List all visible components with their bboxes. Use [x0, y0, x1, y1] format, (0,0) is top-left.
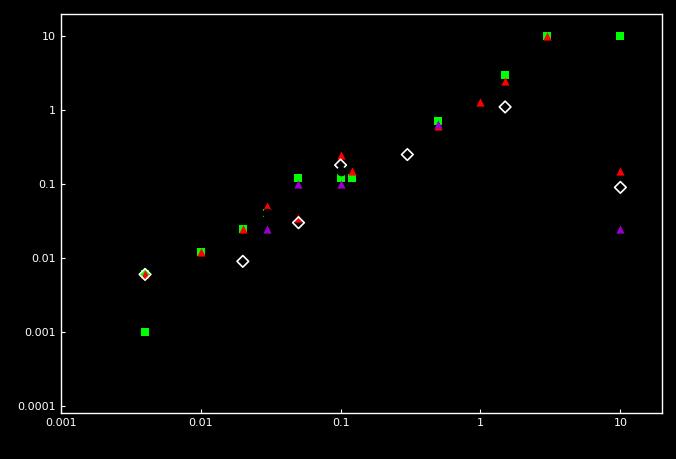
Point: [402, 151, 413, 158]
Point: [335, 167, 346, 174]
Point: [433, 123, 443, 130]
Point: [615, 33, 626, 40]
Point: [500, 103, 510, 111]
Point: [615, 167, 626, 174]
Point: [335, 162, 346, 169]
Point: [262, 225, 273, 232]
Point: [140, 271, 151, 278]
Point: [293, 219, 304, 226]
Point: [335, 174, 346, 182]
Point: [237, 257, 248, 265]
Point: [433, 120, 443, 128]
Point: [475, 98, 486, 105]
Point: [542, 33, 553, 40]
Point: [346, 167, 357, 174]
Point: [262, 210, 273, 217]
Point: [262, 202, 273, 210]
Point: [237, 225, 248, 232]
Point: [293, 180, 304, 188]
Point: [237, 225, 248, 232]
Point: [262, 210, 273, 217]
Point: [433, 118, 443, 125]
Point: [335, 180, 346, 188]
Point: [346, 174, 357, 182]
Point: [500, 71, 510, 78]
Point: [542, 33, 553, 40]
Point: [615, 225, 626, 232]
Point: [293, 214, 304, 221]
Point: [140, 271, 151, 278]
Point: [195, 248, 206, 256]
Point: [433, 106, 443, 114]
Point: [335, 151, 346, 158]
Point: [195, 248, 206, 256]
Point: [500, 77, 510, 84]
Point: [615, 184, 626, 191]
Point: [293, 174, 304, 182]
Point: [140, 328, 151, 336]
Point: [140, 271, 151, 278]
